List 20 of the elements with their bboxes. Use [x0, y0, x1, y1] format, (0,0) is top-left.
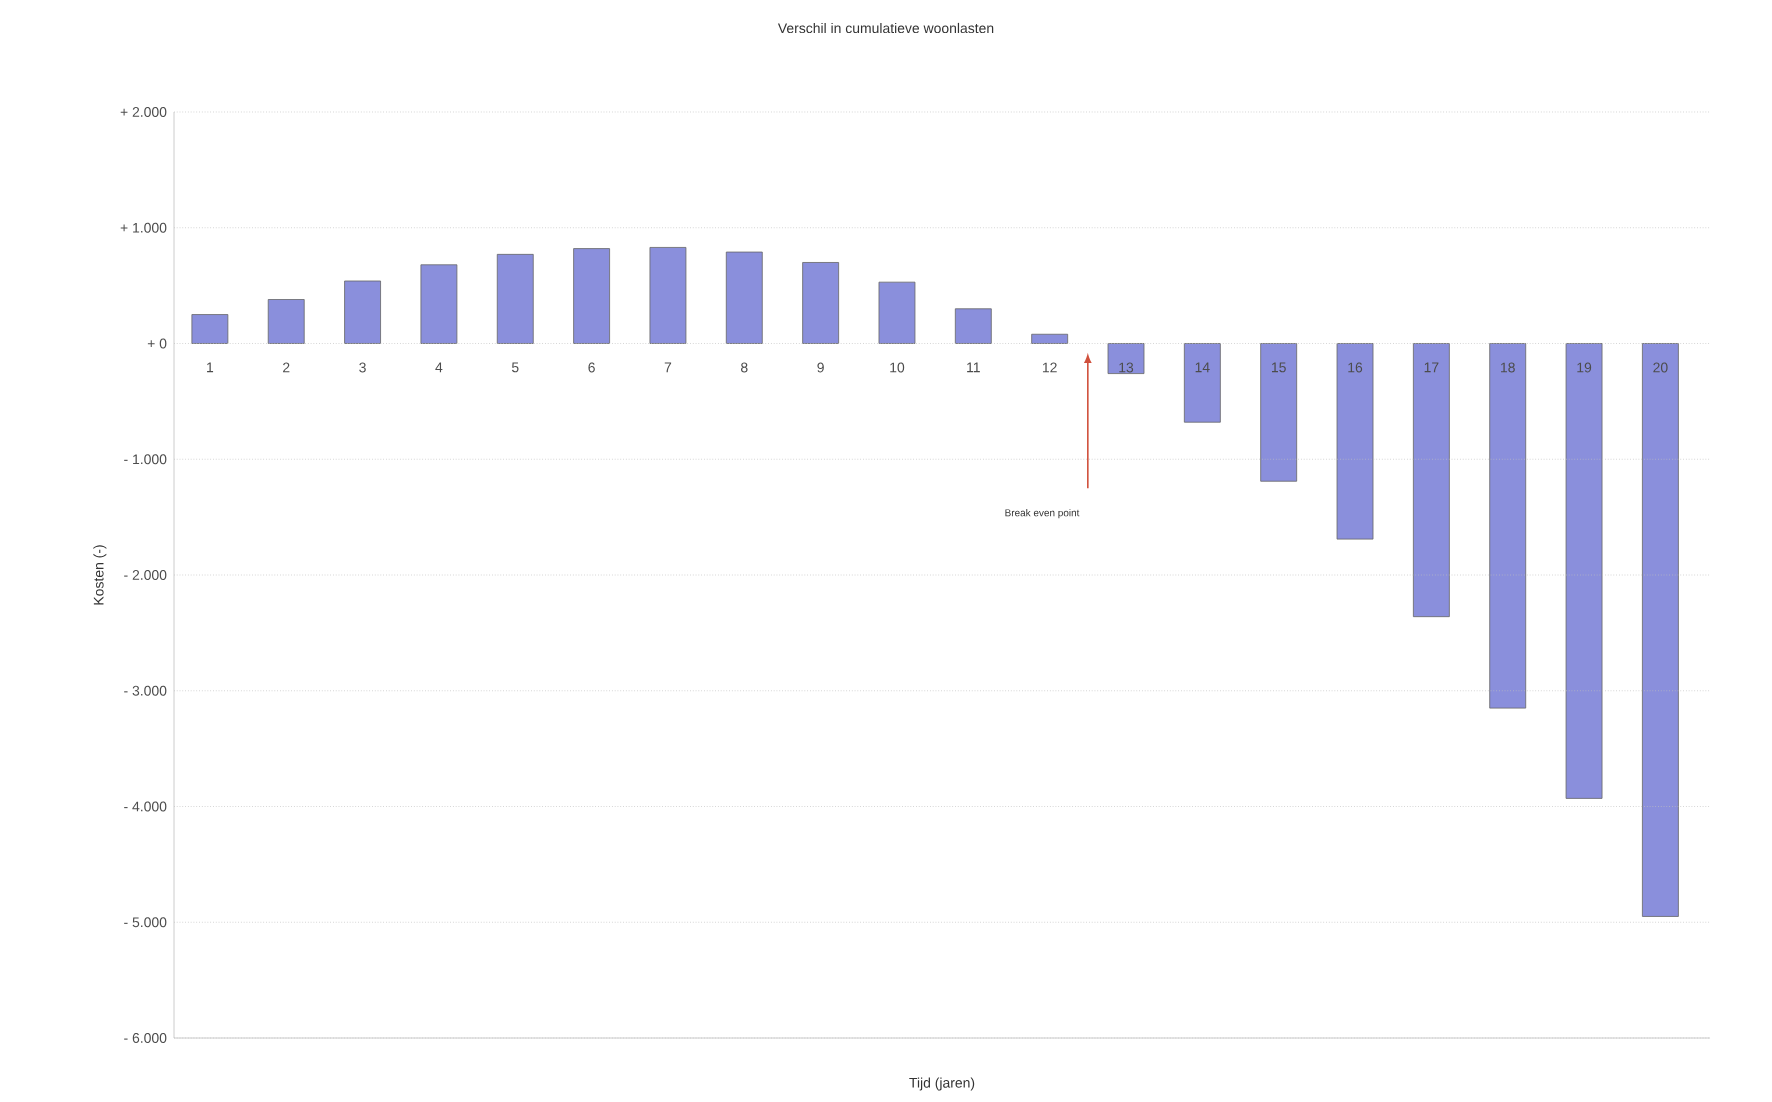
bar [1260, 343, 1298, 482]
bar [649, 247, 687, 344]
bar [267, 299, 305, 344]
bar [725, 251, 763, 344]
bar [1183, 343, 1221, 423]
bar [1412, 343, 1450, 618]
bar [191, 314, 229, 344]
bar [1107, 343, 1145, 374]
bar [344, 280, 381, 344]
bar [1565, 343, 1603, 799]
bar [1489, 343, 1527, 709]
bar [954, 308, 992, 344]
bar [420, 264, 458, 344]
bar [1031, 333, 1069, 344]
bar [573, 248, 610, 344]
bar [1336, 343, 1374, 540]
bar [1642, 343, 1679, 917]
bar [496, 253, 534, 344]
bar [802, 262, 840, 344]
bar [878, 281, 916, 344]
